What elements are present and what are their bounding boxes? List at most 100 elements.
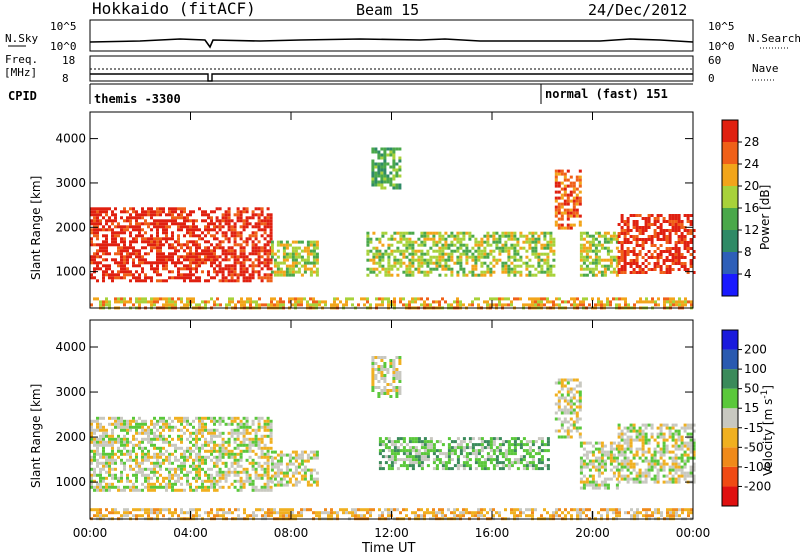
data-cell (546, 464, 550, 468)
data-cell (330, 303, 333, 307)
data-cell (90, 422, 93, 426)
data-cell (563, 190, 567, 194)
data-cell (540, 303, 543, 307)
data-cell (207, 479, 210, 483)
data-cell (632, 429, 636, 433)
data-cell (126, 514, 129, 518)
data-cell (597, 483, 601, 487)
data-cell (588, 249, 592, 253)
data-cell (195, 446, 198, 450)
data-cell (369, 240, 373, 244)
data-cell (168, 210, 171, 214)
data-cell (138, 431, 141, 435)
data-cell (123, 225, 126, 229)
data-cell (620, 232, 624, 235)
data-cell (483, 240, 487, 244)
data-cell (132, 485, 135, 489)
data-cell (432, 231, 436, 235)
data-cell (600, 465, 604, 469)
data-cell (312, 450, 316, 454)
data-cell (656, 235, 660, 238)
data-cell (263, 246, 267, 250)
data-cell (585, 453, 589, 457)
data-cell (438, 234, 442, 238)
data-cell (96, 222, 99, 226)
data-cell (218, 228, 222, 232)
data-cell (371, 359, 375, 362)
data-cell (221, 231, 225, 235)
data-cell (606, 477, 610, 481)
data-cell (227, 246, 231, 250)
data-cell (659, 250, 663, 253)
colorbar-swatch (722, 142, 738, 164)
data-cell (204, 458, 207, 462)
data-cell (563, 429, 567, 433)
data-cell (537, 258, 541, 262)
data-cell (447, 252, 451, 256)
data-cell (498, 234, 502, 238)
data-cell (612, 453, 616, 457)
data-cell (207, 279, 210, 283)
data-cell (224, 231, 228, 235)
data-cell (384, 267, 388, 271)
data-cell (563, 175, 567, 179)
data-cell (572, 211, 576, 215)
data-cell (266, 222, 270, 226)
data-cell (617, 447, 621, 451)
data-cell (692, 423, 696, 427)
data-cell (201, 231, 204, 235)
data-cell (528, 440, 532, 444)
data-cell (102, 416, 105, 420)
data-cell (392, 150, 396, 154)
data-cell (624, 300, 627, 304)
data-cell (150, 222, 153, 226)
data-cell (390, 443, 394, 447)
data-cell (221, 219, 225, 223)
data-cell (117, 449, 120, 453)
data-cell (414, 446, 418, 450)
data-cell (294, 249, 298, 253)
data-cell (93, 437, 96, 441)
data-cell (99, 452, 102, 456)
data-cell (566, 226, 570, 230)
data-cell (659, 429, 663, 433)
data-cell (620, 429, 624, 433)
data-cell (501, 464, 505, 468)
data-cell (659, 214, 663, 217)
data-cell (372, 270, 376, 274)
data-cell (218, 416, 222, 420)
data-cell (204, 234, 207, 238)
data-cell (174, 482, 177, 486)
data-cell (600, 456, 604, 460)
data-cell (213, 258, 216, 262)
data-cell (303, 258, 307, 262)
data-cell (546, 231, 550, 235)
data-cell (123, 243, 126, 247)
data-cell (245, 270, 249, 274)
data-cell (150, 461, 153, 465)
data-cell (594, 480, 598, 484)
data-cell (387, 258, 391, 262)
data-cell (300, 303, 303, 307)
data-cell (236, 234, 240, 238)
data-cell (371, 150, 375, 154)
data-cell (474, 267, 478, 271)
data-cell (447, 437, 451, 441)
data-cell (653, 217, 657, 220)
data-cell (129, 252, 132, 256)
data-cell (114, 300, 117, 304)
data-cell (263, 434, 267, 438)
data-cell (291, 450, 295, 454)
data-cell (641, 480, 645, 484)
data-cell (417, 249, 421, 253)
data-cell (168, 213, 171, 217)
data-cell (102, 225, 105, 229)
data-cell (383, 356, 387, 359)
data-cell (638, 438, 642, 442)
data-cell (392, 362, 396, 365)
data-cell (683, 462, 687, 466)
data-cell (111, 273, 114, 277)
data-cell (383, 171, 387, 175)
data-cell (615, 468, 619, 472)
data-cell (156, 455, 159, 459)
